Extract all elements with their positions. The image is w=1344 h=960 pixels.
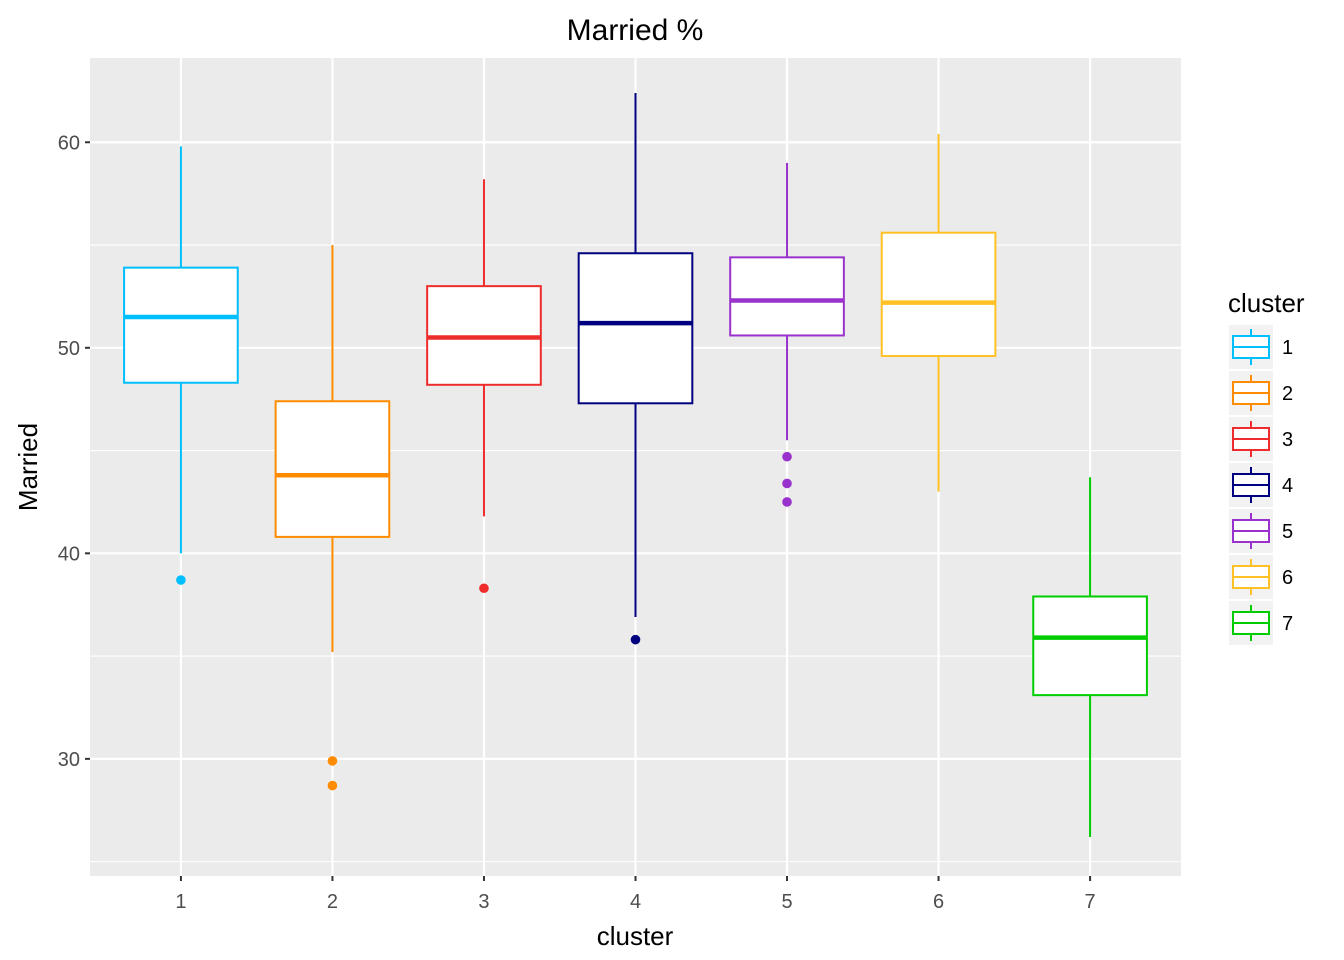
y-tick-label: 30: [58, 749, 80, 771]
y-tick-label: 40: [58, 543, 80, 565]
y-tick-label: 60: [58, 132, 80, 154]
x-axis-title: cluster: [597, 921, 674, 951]
x-tick-label: 2: [327, 891, 338, 913]
legend-item-7: 7: [1229, 601, 1293, 645]
outlier-point: [327, 780, 338, 791]
x-tick-label: 6: [933, 891, 944, 913]
legend-label: 1: [1282, 337, 1293, 359]
boxplot-cluster-1: [123, 146, 239, 585]
iqr-box: [1032, 595, 1148, 697]
outlier-point: [630, 634, 641, 645]
boxplot-cluster-5: [729, 162, 845, 507]
iqr-box: [729, 256, 845, 337]
legend-item-1: 1: [1229, 325, 1293, 369]
legend-item-6: 6: [1229, 555, 1293, 599]
legend-item-2: 2: [1229, 371, 1293, 415]
iqr-box: [577, 252, 694, 405]
legend: cluster 1 2 3 4 5 6 7: [1228, 288, 1305, 645]
x-tick-label: 1: [175, 891, 186, 913]
legend-title: cluster: [1228, 288, 1305, 318]
legend-label: 5: [1282, 521, 1293, 543]
boxplot-cluster-6: [880, 134, 997, 492]
boxplot-cluster-3: [426, 179, 542, 594]
boxplot-cluster-2: [274, 245, 391, 791]
outlier-point: [782, 478, 792, 489]
legend-label: 2: [1282, 383, 1293, 405]
chart-title: Married %: [567, 14, 704, 47]
iqr-box: [880, 231, 997, 358]
outlier-point: [782, 497, 792, 507]
x-tick-label: 5: [781, 891, 792, 913]
x-axis-ticks: 1 2 3 4 5 6 7: [175, 876, 1096, 913]
x-tick-label: 4: [630, 891, 641, 913]
legend-item-5: 5: [1229, 509, 1293, 553]
x-tick-label: 3: [478, 891, 489, 913]
boxplot-cluster-7: [1032, 477, 1148, 837]
legend-label: 6: [1282, 567, 1293, 589]
x-tick-label: 7: [1085, 891, 1096, 913]
iqr-box: [274, 400, 391, 538]
outlier-point: [479, 583, 489, 594]
boxplot-cluster-4: [577, 92, 694, 645]
legend-label: 3: [1282, 429, 1293, 451]
legend-label: 7: [1282, 613, 1293, 635]
y-axis-title: Married: [13, 423, 43, 511]
legend-label: 4: [1282, 475, 1293, 497]
outlier-point: [176, 575, 186, 585]
boxplots: [123, 92, 1148, 837]
outlier-point: [782, 451, 792, 462]
outlier-point: [327, 756, 338, 766]
legend-item-3: 3: [1229, 417, 1293, 461]
y-axis-ticks: 30 40 50 60: [58, 132, 90, 771]
legend-item-4: 4: [1229, 463, 1293, 507]
iqr-box: [123, 266, 239, 384]
y-tick-label: 50: [58, 338, 80, 360]
